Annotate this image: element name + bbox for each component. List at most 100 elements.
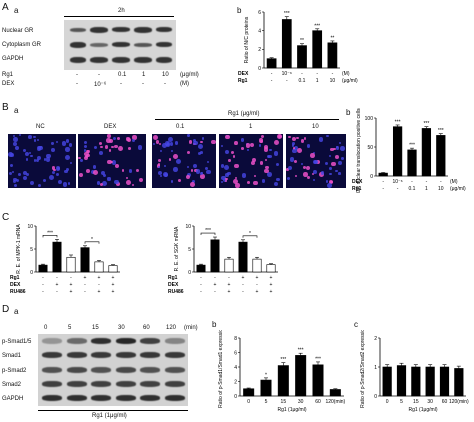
nucleus-gr-positive [159, 142, 162, 146]
y-tick-label: 0 [188, 270, 191, 276]
rg1-val: - [98, 72, 100, 78]
panel-d-sub-a: a [14, 307, 19, 316]
nucleus [325, 180, 329, 183]
nucleus-gr-positive [155, 140, 160, 144]
nucleus [262, 179, 266, 183]
nucleus [227, 171, 232, 176]
nucleus-gr-positive [168, 158, 172, 161]
nucleus [197, 151, 202, 156]
nucleus [61, 141, 67, 146]
nucleus-gr-positive [51, 166, 55, 170]
bar [295, 355, 307, 397]
blot-band [140, 338, 160, 344]
y-tick-label: 4 [258, 28, 261, 34]
nucleus [8, 171, 12, 176]
nucleus-gr-positive [233, 141, 238, 146]
blot-band [66, 352, 87, 358]
x-tick-label: 30 [298, 399, 304, 405]
x-tick-label: 120(min) [449, 399, 469, 405]
nucleus [68, 182, 71, 185]
row-value: + [70, 282, 73, 288]
nucleus [173, 166, 178, 172]
nucleus [289, 157, 295, 162]
y-tick-label: 0 [370, 174, 373, 180]
nucleus [313, 159, 318, 164]
nucleus [326, 134, 329, 138]
row-value: - [440, 179, 442, 185]
nucleus-gr-positive [331, 162, 336, 167]
row-value: + [256, 275, 259, 281]
y-tick-label: 10 [185, 224, 191, 230]
row-label: Rg1 [10, 275, 20, 281]
bar [243, 388, 255, 397]
bar [196, 264, 206, 273]
nucleus [201, 137, 204, 140]
bar [407, 149, 417, 177]
nucleus-gr-positive [225, 177, 228, 181]
nucleus [11, 171, 14, 174]
row-value: 10⁻⁶ [392, 179, 402, 185]
dex-unit: (M) [180, 81, 189, 87]
bar [425, 366, 435, 397]
nucleus [102, 173, 106, 177]
blot-band [91, 381, 111, 387]
nucleus [157, 170, 162, 175]
chart-dc: Ratio of p-Smad2/Smad2 expression 0 1 2 0 5 15… [360, 330, 469, 413]
y-tick-label: 1 [374, 365, 377, 371]
blot-band [91, 367, 111, 373]
row-value: - [301, 71, 303, 77]
nucleus-gr-positive [128, 146, 131, 150]
nucleus-gr-positive [247, 181, 251, 185]
nucleus-gr-positive [111, 145, 114, 149]
nucleus [64, 154, 70, 160]
row-value: - [214, 289, 216, 295]
nucleus-gr-positive [107, 159, 112, 165]
nucleus-gr-positive [273, 139, 279, 145]
significance-bracket [200, 232, 216, 236]
dex-val: - [76, 81, 78, 87]
nucleus [48, 175, 54, 181]
panel-a-sub-b: b [237, 6, 242, 15]
row-value: - [84, 289, 86, 295]
nucleus [292, 144, 295, 147]
nucleus [13, 177, 17, 182]
dex-row-label: DEX [2, 81, 15, 87]
nucleus [318, 137, 324, 142]
blot-band [66, 381, 87, 387]
nucleus [247, 148, 250, 151]
nucleus-gr-positive [235, 183, 240, 188]
nucleus-gr-positive [100, 182, 104, 186]
nucleus [292, 141, 295, 145]
row-value: - [214, 275, 216, 281]
row-value: - [242, 289, 244, 295]
nucleus [62, 182, 68, 187]
rg1-val: 10 [162, 72, 169, 78]
nucleus [329, 154, 332, 157]
nucleus-gr-positive [333, 147, 336, 151]
nucleus-gr-positive [53, 168, 56, 172]
nucleus [165, 141, 170, 146]
bar [382, 366, 392, 397]
bar [260, 379, 272, 397]
nucleus-gr-positive [157, 158, 161, 163]
rg1-row-label: Rg1 [2, 72, 14, 78]
nucleus [66, 167, 70, 172]
significance-label: *** [438, 128, 444, 134]
row-value: + [112, 275, 115, 281]
row-value: + [98, 275, 101, 281]
nucleus [193, 140, 198, 145]
y-tick-label: 0 [234, 394, 237, 400]
row-unit: (M) [342, 71, 350, 77]
panel-a-sub-a: a [14, 6, 19, 15]
rg1-val: 1 [142, 72, 146, 78]
panel-b-letter: B [2, 102, 9, 113]
nucleus [259, 144, 262, 147]
blot-band [164, 367, 185, 373]
nucleus [329, 172, 332, 176]
nucleus [192, 138, 197, 143]
significance-label: *** [315, 356, 321, 362]
nucleus-gr-positive [260, 135, 264, 139]
x-tick-label: 60 [442, 399, 448, 405]
row-value: + [256, 289, 259, 295]
